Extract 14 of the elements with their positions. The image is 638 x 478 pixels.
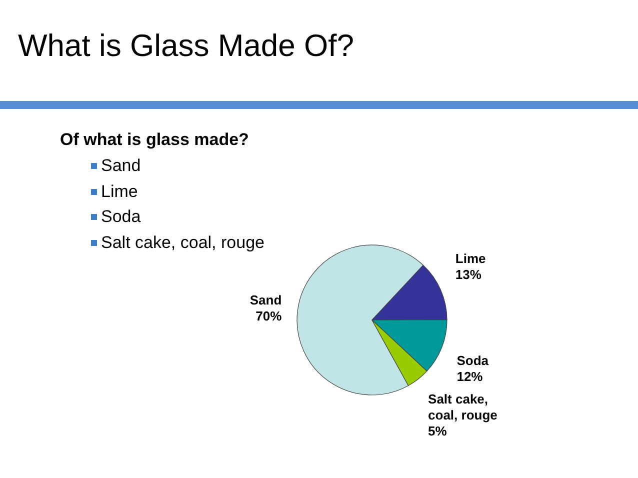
data-label: 12% — [456, 368, 484, 384]
chart-subtitle: Of what is glass made? — [60, 130, 249, 150]
text: Lime — [101, 182, 138, 202]
slice-label: Lime — [455, 251, 486, 266]
slice-label: Salt cake, coal, rouge — [428, 391, 498, 422]
chart-title: What is Glass Made Of? — [18, 28, 354, 64]
text: Soda — [101, 207, 141, 227]
data-label: 70% — [256, 308, 282, 324]
data-label: 13% — [455, 267, 482, 282]
slice-label: Sand — [250, 292, 282, 308]
slice-label: Soda — [456, 352, 490, 368]
text: Sand — [101, 156, 141, 176]
text: Salt cake, coal, rouge — [101, 232, 264, 252]
data-label: 5% — [428, 423, 448, 438]
